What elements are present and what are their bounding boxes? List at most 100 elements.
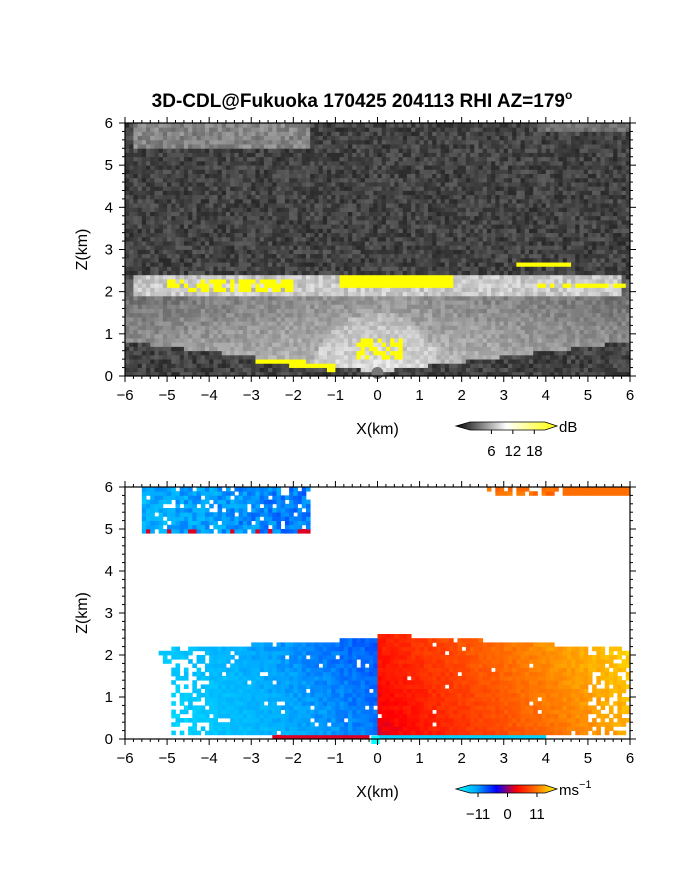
reflectivity-cell bbox=[209, 245, 214, 250]
reflectivity-cell bbox=[247, 219, 252, 225]
reflectivity-cell bbox=[305, 186, 311, 191]
reflectivity-cell bbox=[162, 308, 168, 314]
reflectivity-cell bbox=[259, 127, 265, 132]
reflectivity-cell bbox=[179, 342, 185, 347]
reflectivity-cell bbox=[343, 211, 349, 217]
reflectivity-cell bbox=[394, 270, 399, 276]
reflectivity-cell bbox=[259, 182, 265, 187]
reflectivity-cell bbox=[377, 135, 383, 141]
reflectivity-cell bbox=[255, 262, 261, 267]
reflectivity-cell bbox=[453, 160, 458, 166]
reflectivity-cell bbox=[465, 194, 471, 200]
reflectivity-cell bbox=[137, 321, 143, 326]
reflectivity-cell bbox=[280, 287, 286, 293]
reflectivity-cell bbox=[327, 127, 332, 132]
reflectivity-cell bbox=[331, 224, 336, 229]
reflectivity-cell bbox=[339, 219, 345, 225]
reflectivity-cell bbox=[419, 135, 425, 141]
reflectivity-cell bbox=[125, 127, 130, 132]
reflectivity-cell bbox=[129, 194, 134, 200]
reflectivity-cell bbox=[276, 262, 282, 267]
reflectivity-cell bbox=[263, 203, 269, 208]
reflectivity-cell bbox=[436, 139, 442, 145]
reflectivity-cell bbox=[167, 207, 172, 212]
reflectivity-cell bbox=[289, 295, 294, 301]
reflectivity-cell bbox=[390, 219, 395, 225]
reflectivity-cell bbox=[339, 350, 345, 356]
reflectivity-cell bbox=[465, 270, 471, 276]
reflectivity-cell bbox=[360, 219, 366, 225]
reflectivity-cell bbox=[419, 131, 425, 137]
reflectivity-cell bbox=[335, 190, 341, 196]
reflectivity-cell bbox=[158, 342, 164, 347]
reflectivity-cell bbox=[158, 371, 164, 377]
reflectivity-cell bbox=[171, 295, 176, 301]
reflectivity-cell bbox=[255, 207, 261, 212]
reflectivity-cell bbox=[314, 304, 319, 309]
reflectivity-cell bbox=[242, 139, 248, 145]
reflectivity-cell bbox=[381, 249, 387, 255]
reflectivity-cell bbox=[284, 207, 290, 212]
reflectivity-cell bbox=[381, 152, 387, 158]
reflectivity-cell bbox=[179, 139, 185, 145]
reflectivity-cell bbox=[293, 139, 298, 145]
reflectivity-cell bbox=[377, 241, 383, 246]
reflectivity-cell bbox=[419, 262, 425, 267]
reflectivity-cell bbox=[457, 241, 463, 246]
reflectivity-cell bbox=[348, 249, 353, 255]
reflectivity-cell bbox=[301, 279, 307, 284]
reflectivity-cell bbox=[411, 287, 416, 293]
reflectivity-cell bbox=[406, 338, 412, 343]
reflectivity-cell bbox=[162, 325, 168, 331]
reflectivity-cell bbox=[192, 194, 197, 200]
reflectivity-cell bbox=[449, 321, 454, 326]
reflectivity-cell bbox=[364, 156, 370, 162]
reflectivity-cell bbox=[385, 152, 391, 158]
reflectivity-cell bbox=[183, 338, 189, 343]
reflectivity-cell bbox=[406, 300, 412, 305]
reflectivity-cell bbox=[364, 359, 370, 364]
reflectivity-cell bbox=[284, 224, 290, 229]
reflectivity-cell bbox=[171, 333, 176, 339]
reflectivity-cell bbox=[385, 300, 391, 305]
reflectivity-cell bbox=[284, 249, 290, 255]
reflectivity-cell bbox=[175, 316, 181, 322]
reflectivity-cell bbox=[373, 152, 378, 158]
reflectivity-cell bbox=[213, 308, 218, 314]
reflectivity-cell bbox=[137, 333, 143, 339]
reflectivity-cell bbox=[150, 367, 155, 373]
reflectivity-cell bbox=[251, 241, 256, 246]
reflectivity-cell bbox=[465, 215, 471, 221]
reflectivity-cell bbox=[175, 266, 181, 271]
reflectivity-cell bbox=[432, 148, 437, 153]
reflectivity-cell bbox=[406, 207, 412, 212]
reflectivity-cell bbox=[331, 245, 336, 250]
reflectivity-cell bbox=[398, 304, 404, 309]
reflectivity-cell bbox=[406, 241, 412, 246]
reflectivity-cell bbox=[280, 139, 286, 145]
reflectivity-cell bbox=[322, 207, 328, 212]
reflectivity-cell bbox=[276, 152, 282, 158]
reflectivity-cell bbox=[280, 228, 286, 234]
reflectivity-cell bbox=[440, 190, 446, 196]
reflectivity-cell bbox=[402, 198, 408, 204]
reflectivity-cell bbox=[141, 203, 147, 208]
reflectivity-cell bbox=[209, 135, 214, 141]
reflectivity-cell bbox=[453, 211, 458, 217]
reflectivity-cell bbox=[259, 211, 265, 217]
reflectivity-cell bbox=[230, 359, 235, 364]
reflectivity-cell bbox=[146, 279, 151, 284]
reflectivity-cell bbox=[268, 287, 273, 293]
reflectivity-cell bbox=[377, 215, 383, 221]
reflectivity-cell bbox=[234, 236, 240, 242]
reflectivity-cell bbox=[343, 325, 349, 331]
reflectivity-cell bbox=[209, 152, 214, 158]
reflectivity-cell bbox=[301, 211, 307, 217]
reflectivity-cell bbox=[449, 215, 454, 221]
reflectivity-cell bbox=[305, 131, 311, 137]
reflectivity-cell bbox=[470, 241, 475, 246]
reflectivity-cell bbox=[398, 232, 404, 238]
reflectivity-cell bbox=[183, 295, 189, 301]
reflectivity-cell bbox=[200, 173, 206, 179]
reflectivity-cell bbox=[175, 127, 181, 132]
